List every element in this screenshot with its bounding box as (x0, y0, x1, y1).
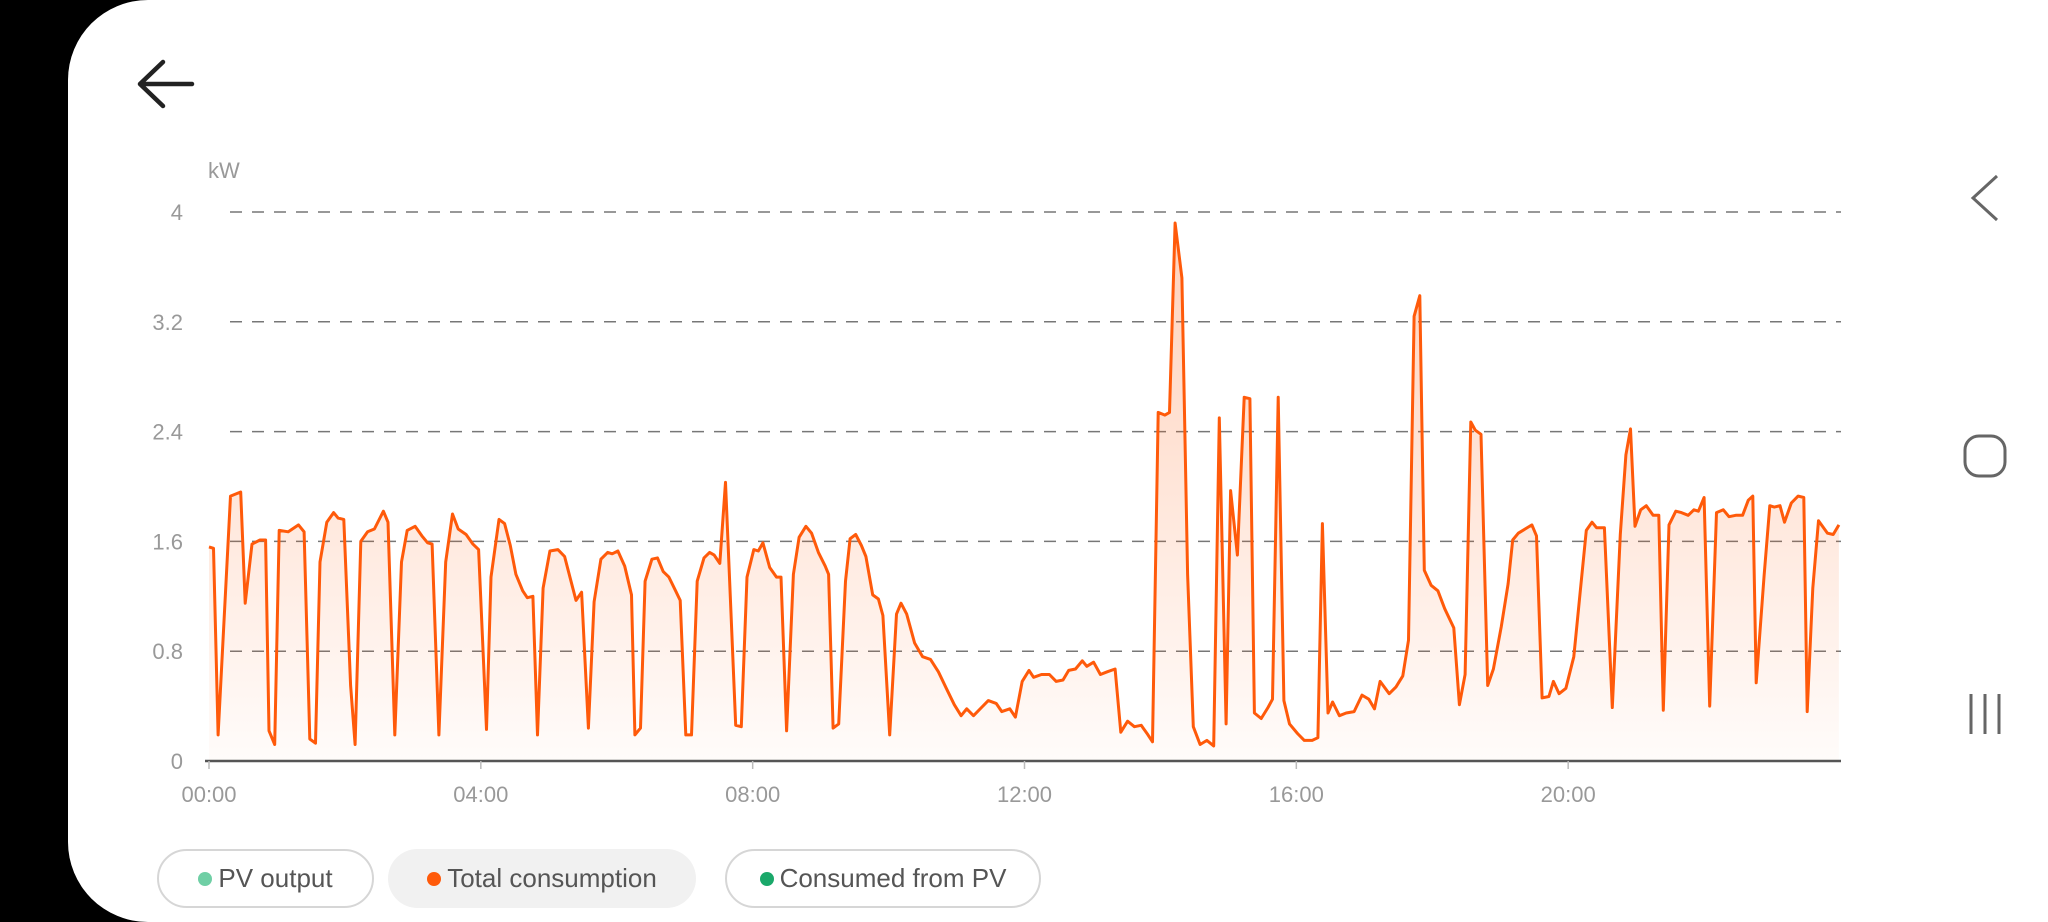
x-tick-label: 00:00 (181, 782, 236, 807)
legend-consumed-from-pv[interactable]: Consumed from PV (725, 849, 1041, 908)
legend-pv-output[interactable]: PV output (157, 849, 374, 908)
legend-dot-icon (198, 871, 213, 886)
y-tick-label: 0.8 (152, 639, 183, 664)
y-axis-unit-label: kW (208, 158, 240, 183)
y-tick-label: 4 (171, 200, 183, 225)
y-tick-label: 3.2 (152, 310, 183, 335)
system-recents-button[interactable] (1955, 684, 2015, 744)
x-tick-label: 16:00 (1269, 782, 1324, 807)
x-tick-label: 12:00 (997, 782, 1052, 807)
x-tick-label: 20:00 (1541, 782, 1596, 807)
legend-label: PV output (218, 863, 333, 893)
y-tick-label: 0 (171, 749, 183, 774)
rounded-square-icon (1963, 434, 2007, 478)
system-home-button[interactable] (1955, 426, 2015, 486)
y-tick-label: 2.4 (152, 420, 183, 445)
app-screen (68, 0, 2048, 922)
legend-dot-icon (427, 871, 442, 886)
y-tick-label: 1.6 (152, 529, 183, 554)
legend-label: Total consumption (447, 863, 657, 893)
three-bars-icon (1969, 694, 2001, 734)
back-button[interactable] (136, 56, 196, 112)
legend-label: Consumed from PV (779, 863, 1007, 893)
x-tick-label: 08:00 (725, 782, 780, 807)
x-tick-label: 04:00 (453, 782, 508, 807)
legend-dot-icon (759, 871, 774, 886)
arrow-left-icon (137, 59, 195, 109)
legend-total-consumption[interactable]: Total consumption (388, 849, 696, 908)
system-back-button[interactable] (1955, 168, 2015, 228)
series-area-fill (209, 223, 1839, 761)
chevron-left-icon (1970, 174, 1999, 222)
